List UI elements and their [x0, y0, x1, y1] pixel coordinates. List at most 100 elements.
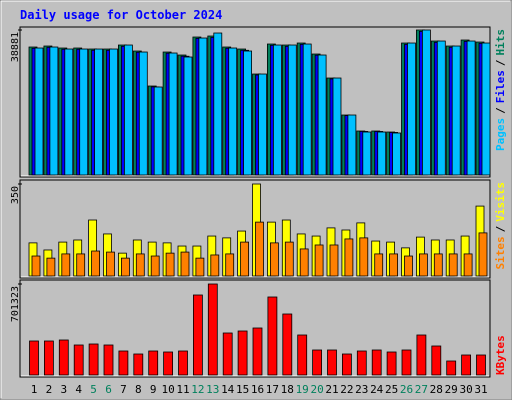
x-tick-label: 10	[161, 383, 174, 396]
legend-entry: Pages	[494, 118, 507, 151]
x-tick-label: 4	[75, 383, 82, 396]
bar	[392, 132, 402, 176]
x-tick-label: 12	[191, 383, 204, 396]
bar	[377, 131, 387, 176]
bar	[138, 51, 148, 176]
bar	[418, 253, 428, 277]
bar	[481, 42, 491, 176]
bar	[79, 48, 89, 176]
x-tick-label: 31	[474, 383, 487, 396]
bar	[88, 343, 99, 376]
bar	[243, 50, 253, 176]
bar	[180, 251, 190, 277]
x-tick-label: 24	[370, 383, 384, 396]
x-tick-label: 23	[355, 383, 368, 396]
bar	[133, 353, 144, 376]
bar	[183, 56, 193, 176]
x-tick-label: 14	[221, 383, 235, 396]
x-tick-label: 25	[385, 383, 398, 396]
bar	[153, 86, 163, 176]
bar	[195, 257, 205, 277]
bar	[258, 73, 267, 176]
bar	[451, 45, 461, 176]
legend-entry: Sites	[494, 236, 507, 269]
x-tick-label: 30	[459, 383, 472, 396]
legend-separator: /	[494, 59, 507, 66]
x-tick-label: 16	[251, 383, 264, 396]
bar	[461, 354, 472, 376]
bar	[284, 241, 294, 277]
bar	[150, 255, 160, 277]
bar	[302, 43, 312, 176]
x-tick-label: 1	[31, 383, 38, 396]
x-tick-label: 21	[325, 383, 338, 396]
bar	[58, 339, 69, 376]
bar	[163, 351, 174, 376]
bar	[404, 255, 413, 277]
bar	[44, 340, 54, 376]
bar	[401, 349, 412, 376]
x-tick-label: 11	[176, 383, 189, 396]
x-tick-label: 28	[430, 383, 443, 396]
x-tick-label: 7	[120, 383, 127, 396]
bar	[448, 253, 458, 277]
bar	[344, 238, 354, 277]
bar	[237, 330, 248, 376]
x-tick-label: 8	[135, 383, 142, 396]
bar	[240, 241, 250, 277]
bar	[466, 40, 476, 176]
bar	[46, 257, 56, 277]
bar	[165, 252, 175, 277]
bar	[287, 44, 297, 176]
bar	[341, 353, 352, 376]
x-tick-label: 15	[236, 383, 249, 396]
bar	[374, 253, 384, 277]
legend: Pages / Files / Hits	[494, 29, 507, 151]
bar	[433, 253, 443, 277]
x-tick-label: 18	[281, 383, 294, 396]
x-tick-label: 9	[150, 383, 157, 396]
bar	[49, 46, 59, 176]
bar	[148, 350, 159, 376]
bar	[463, 253, 473, 277]
bar	[272, 44, 282, 176]
y-tick-label: 38881	[10, 32, 21, 62]
x-tick-label: 27	[415, 383, 428, 396]
bar	[91, 250, 100, 277]
bar	[124, 44, 133, 176]
x-tick-label: 26	[400, 383, 413, 396]
bar	[103, 344, 114, 376]
bar	[225, 253, 235, 277]
x-tick-label: 13	[206, 383, 219, 396]
x-tick-label: 2	[46, 383, 53, 396]
bar	[64, 48, 74, 176]
bar	[386, 351, 397, 376]
bar	[213, 32, 223, 176]
x-tick-label: 22	[340, 383, 353, 396]
bar	[431, 345, 442, 376]
bar	[332, 77, 342, 176]
legend-separator: /	[494, 225, 507, 232]
bar	[362, 131, 372, 176]
bar	[299, 248, 309, 277]
bar	[252, 327, 263, 376]
x-tick-label: 5	[90, 383, 97, 396]
x-tick-label: 3	[60, 383, 67, 396]
bar	[118, 350, 129, 376]
bar	[407, 42, 416, 176]
bar	[106, 251, 115, 277]
bar	[317, 54, 327, 176]
x-tick-label: 17	[266, 383, 279, 396]
bar	[198, 37, 208, 176]
bar	[192, 294, 203, 376]
bar	[282, 313, 293, 376]
bar	[207, 283, 218, 376]
bar	[210, 254, 220, 277]
bar	[389, 253, 399, 277]
legend-entry: KBytes	[494, 335, 507, 375]
legend: Sites / Visits	[494, 182, 507, 270]
bar	[121, 257, 130, 277]
x-tick-label: 20	[310, 383, 323, 396]
bar	[327, 349, 337, 376]
